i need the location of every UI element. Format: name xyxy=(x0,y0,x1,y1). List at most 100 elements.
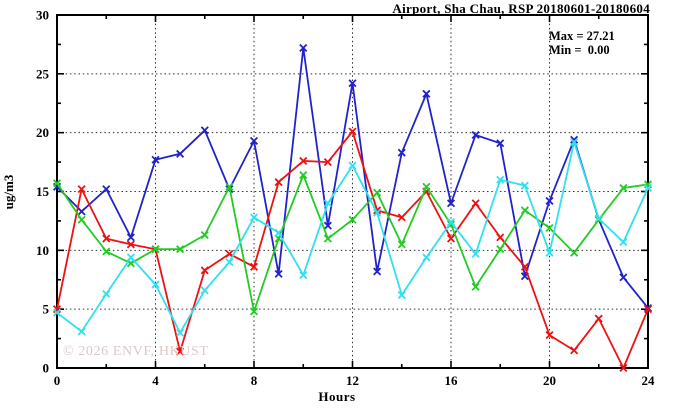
blue-series-marker xyxy=(570,135,579,144)
green-series-marker xyxy=(200,231,209,240)
legend-box: Max = 27.21 Min = 0.00 xyxy=(549,29,615,57)
y-tick-label: 5 xyxy=(43,302,50,317)
red-series-marker xyxy=(299,156,308,165)
cyan-series-marker xyxy=(570,138,579,147)
blue-series-marker xyxy=(446,199,456,208)
red-series-marker xyxy=(274,178,283,187)
x-tick-label: 24 xyxy=(642,373,656,388)
green-series-marker xyxy=(299,170,308,180)
green-series-marker xyxy=(323,234,332,243)
cyan-series-marker xyxy=(225,258,234,267)
cyan-series-marker xyxy=(274,228,283,237)
green-series-marker xyxy=(422,182,431,191)
red-series-marker xyxy=(520,262,529,271)
cyan-series-marker xyxy=(496,175,505,184)
x-tick-label: 0 xyxy=(54,373,61,388)
green-series-marker xyxy=(570,248,579,257)
blue-series-marker xyxy=(274,269,283,278)
chart-title: Airport, Sha Chau, RSP 20180601-20180604 xyxy=(392,1,650,16)
red-series-marker xyxy=(200,266,209,275)
blue-series-marker xyxy=(151,155,160,164)
cyan-series-marker xyxy=(643,183,653,193)
blue-series-marker xyxy=(496,139,505,148)
blue-series-marker xyxy=(77,207,86,216)
blue-series-marker xyxy=(422,89,431,98)
cyan-series-marker xyxy=(249,213,259,222)
green-series-marker xyxy=(373,188,382,197)
legend-min-value: Min = 0.00 xyxy=(549,43,610,57)
legend-max-value: Max = 27.21 xyxy=(549,29,615,43)
blue-series-marker xyxy=(249,136,259,145)
cyan-series-marker xyxy=(77,327,86,336)
red-series-marker xyxy=(397,213,406,222)
x-tick-label: 20 xyxy=(543,373,556,388)
red-series-marker xyxy=(446,234,456,243)
red-series-marker xyxy=(77,185,86,194)
red-series-marker xyxy=(373,206,382,215)
blue-series-marker xyxy=(471,130,480,140)
cyan-series-marker xyxy=(619,238,628,247)
y-tick-label: 10 xyxy=(36,243,49,258)
blue-series-marker xyxy=(373,267,382,276)
red-series-marker xyxy=(176,347,185,356)
blue-series-marker xyxy=(619,273,628,282)
x-tick-label: 4 xyxy=(152,373,159,388)
watermark: © 2026 ENVF, HKUST xyxy=(63,344,209,359)
x-tick-label: 16 xyxy=(445,373,459,388)
red-series-marker xyxy=(594,314,603,323)
green-series-marker xyxy=(102,247,111,256)
cyan-series-marker xyxy=(545,248,554,257)
red-series-marker xyxy=(225,249,234,258)
red-series-marker xyxy=(471,199,480,208)
green-series-marker xyxy=(520,206,529,215)
green-series-marker xyxy=(471,282,480,291)
green-series-marker xyxy=(496,245,505,254)
blue-series-marker xyxy=(176,149,185,158)
green-series-marker xyxy=(348,215,357,224)
y-axis-label: ug/m3 xyxy=(1,174,16,210)
cyan-series-marker xyxy=(348,161,357,170)
red-series-marker xyxy=(570,346,579,355)
x-axis-label: Hours xyxy=(318,389,356,404)
x-tick-label: 8 xyxy=(251,373,258,388)
green-series-marker xyxy=(176,245,185,254)
red-series-marker xyxy=(126,240,135,249)
blue-series-marker xyxy=(545,196,554,205)
y-tick-label: 30 xyxy=(36,8,49,23)
green-series-marker xyxy=(77,215,86,224)
cyan-series-marker xyxy=(422,253,431,262)
red-series-marker xyxy=(249,262,259,271)
cyan-series-marker xyxy=(126,253,135,262)
red-series-marker xyxy=(619,363,628,373)
cyan-series-marker xyxy=(373,208,382,217)
cyan-series-marker xyxy=(520,181,529,190)
cyan-series-marker xyxy=(471,249,480,258)
cyan-series-marker xyxy=(397,291,406,300)
green-series-marker xyxy=(225,182,234,191)
cyan-series-marker xyxy=(594,214,603,223)
red-series-marker xyxy=(323,158,332,167)
red-series-marker xyxy=(102,234,111,243)
blue-series-marker xyxy=(126,233,135,242)
blue-series-marker xyxy=(397,148,406,157)
cyan-series-marker xyxy=(323,199,332,208)
green-series-marker xyxy=(619,183,628,193)
blue-series-marker xyxy=(200,126,209,135)
green-series-marker xyxy=(249,307,259,316)
red-series-marker xyxy=(348,127,357,136)
x-tick-label: 12 xyxy=(346,373,359,388)
cyan-series-marker xyxy=(102,289,111,298)
cyan-series-marker xyxy=(200,286,209,295)
blue-series-marker xyxy=(299,43,308,52)
blue-series-marker xyxy=(102,185,111,194)
blue-series-marker xyxy=(348,79,357,88)
plot-frame xyxy=(56,14,649,369)
green-series-marker xyxy=(397,240,406,249)
cyan-series-marker xyxy=(52,308,62,317)
y-tick-label: 20 xyxy=(36,125,49,140)
red-series-marker xyxy=(545,331,554,340)
green-series-marker xyxy=(151,245,160,254)
blue-series-marker xyxy=(323,221,332,230)
